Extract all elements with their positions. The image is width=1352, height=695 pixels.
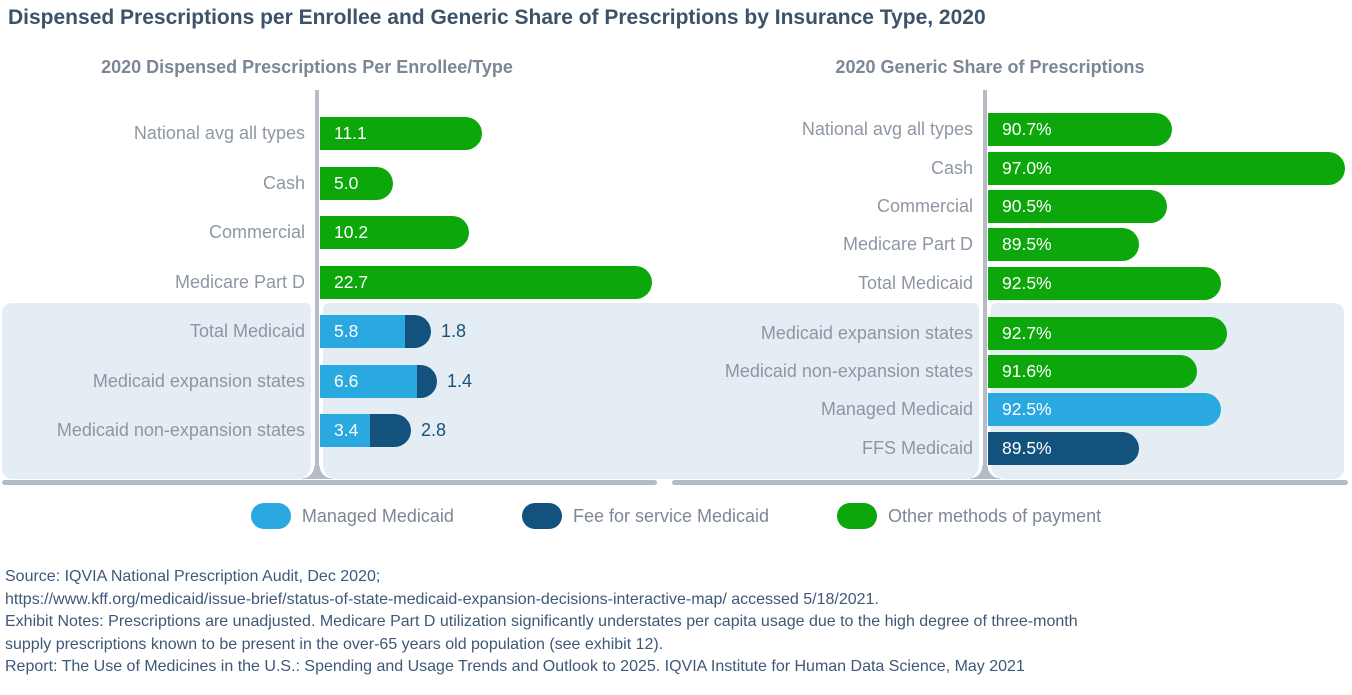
bar-value-label: 90.5% (1002, 195, 1052, 216)
row-label: Total Medicaid (189, 320, 305, 341)
bar-segment: 22.7 (320, 265, 652, 299)
bar-row: 6.6 (320, 364, 437, 398)
legend-item: Fee for service Medicaid (521, 503, 770, 529)
note-line: Report: The Use of Medicines in the U.S.… (5, 658, 1025, 676)
axis-fillet (319, 466, 332, 479)
bar-segment: 92.7% (988, 316, 1227, 350)
bar-segment: 90.5% (988, 189, 1167, 223)
bar-segment: 3.4 (320, 413, 370, 447)
bar-row: 90.5% (988, 189, 1167, 223)
legend-swatch-icon (250, 503, 291, 529)
bar-segment: 5.8 (320, 314, 405, 348)
note-line: supply prescriptions known to be present… (5, 635, 664, 653)
right-chart-title: 2020 Generic Share of Prescriptions (835, 57, 1145, 77)
row-label: National avg all types (133, 122, 305, 143)
row-label: Medicaid non-expansion states (724, 360, 973, 381)
axis-fillet (970, 466, 983, 479)
bar-row: 3.4 (320, 413, 411, 447)
note-line: Exhibit Notes: Prescriptions are unadjus… (5, 613, 1078, 631)
bar-row: 91.6% (988, 354, 1197, 388)
bar-row: 5.8 (320, 314, 431, 348)
legend-swatch-icon (837, 503, 878, 529)
bar-segment (405, 314, 431, 348)
bar-value-label-outside: 1.4 (447, 370, 473, 391)
bar-value-label: 91.6% (1002, 360, 1052, 381)
bar-row: 11.1 (320, 116, 482, 150)
bar-row: 89.5% (988, 227, 1139, 261)
bar-row: 97.0% (988, 151, 1345, 185)
left-chart-title: 2020 Dispensed Prescriptions Per Enrolle… (101, 57, 513, 77)
legend-label: Other methods of payment (888, 505, 1102, 526)
row-label: Commercial (208, 221, 305, 242)
bar-row: 92.5% (988, 392, 1221, 426)
row-label: Commercial (876, 195, 973, 216)
bar-segment: 5.0 (320, 166, 393, 200)
row-label: FFS Medicaid (861, 437, 973, 458)
bar-value-label: 89.5% (1002, 437, 1052, 458)
medicaid-highlight-band-left (2, 303, 311, 479)
bar-row: 92.5% (988, 266, 1221, 300)
bar-value-label: 89.5% (1002, 233, 1052, 254)
bar-segment: 92.5% (988, 392, 1221, 426)
axis-fillet (302, 466, 315, 479)
bar-value-label: 90.7% (1002, 118, 1052, 139)
row-label: Cash (930, 157, 973, 178)
legend-item: Other methods of payment (837, 503, 1101, 529)
bar-segment (417, 364, 437, 398)
row-label: Medicare Part D (174, 271, 305, 292)
bar-segment: 91.6% (988, 354, 1197, 388)
bar-segment: 90.7% (988, 112, 1172, 146)
bar-value-label: 5.8 (334, 320, 359, 341)
row-label: National avg all types (801, 118, 973, 139)
bar-row: 5.0 (320, 166, 393, 200)
row-label: Medicare Part D (842, 233, 973, 254)
source-notes: Source: IQVIA National Prescription Audi… (5, 566, 1078, 679)
row-label: Managed Medicaid (820, 398, 973, 419)
bar-segment: 11.1 (320, 116, 482, 150)
bar-value-label: 92.5% (1002, 398, 1052, 419)
axis-fillet (987, 466, 1000, 479)
row-label: Medicaid expansion states (760, 322, 973, 343)
bar-value-label: 11.1 (334, 122, 367, 143)
bar-value-label: 92.7% (1002, 322, 1052, 343)
bar-row: 92.7% (988, 316, 1227, 350)
bar-value-label: 97.0% (1002, 157, 1052, 178)
bar-row: 10.2 (320, 215, 469, 249)
bar-segment (370, 413, 411, 447)
legend-item: Managed Medicaid (250, 503, 454, 529)
right-chart-baseline (672, 480, 1348, 485)
left-chart-baseline (2, 480, 657, 485)
row-label: Medicaid non-expansion states (56, 419, 305, 440)
bar-row: 22.7 (320, 265, 652, 299)
chart-legend: Managed Medicaid Fee for service Medicaid… (0, 503, 1352, 529)
figure-title: Dispensed Prescriptions per Enrollee and… (8, 6, 986, 29)
bar-value-label-outside: 1.8 (441, 320, 467, 341)
bar-value-label: 92.5% (1002, 272, 1052, 293)
bar-row: 90.7% (988, 112, 1172, 146)
row-label: Cash (262, 172, 305, 193)
row-label: Total Medicaid (857, 272, 973, 293)
bar-segment: 6.6 (320, 364, 417, 398)
legend-swatch-icon (521, 503, 562, 529)
bar-value-label: 5.0 (334, 172, 359, 193)
legend-label: Managed Medicaid (301, 505, 454, 526)
row-label: Medicaid expansion states (92, 370, 305, 391)
bar-row: 89.5% (988, 431, 1139, 465)
bar-segment: 89.5% (988, 431, 1139, 465)
bar-segment: 89.5% (988, 227, 1139, 261)
bar-segment: 10.2 (320, 215, 469, 249)
bar-value-label: 3.4 (334, 419, 359, 440)
bar-segment: 97.0% (988, 151, 1345, 185)
bar-value-label-outside: 2.8 (421, 419, 447, 440)
legend-label: Fee for service Medicaid (572, 505, 770, 526)
note-line: https://www.kff.org/medicaid/issue-brief… (5, 590, 879, 608)
bar-value-label: 22.7 (334, 271, 369, 292)
bar-value-label: 6.6 (334, 370, 359, 391)
bar-value-label: 10.2 (334, 221, 369, 242)
note-line: Source: IQVIA National Prescription Audi… (5, 568, 381, 585)
bar-segment: 92.5% (988, 266, 1221, 300)
